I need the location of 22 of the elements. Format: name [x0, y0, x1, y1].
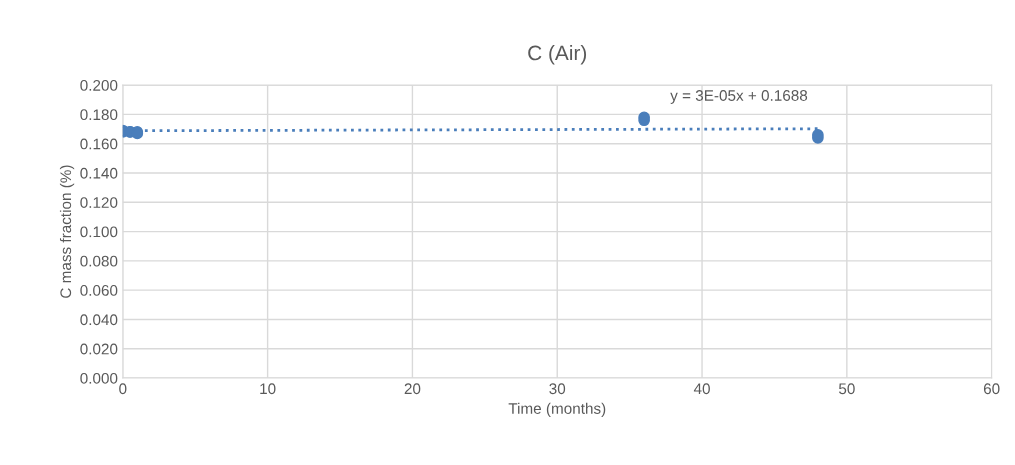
x-tick-label: 0 — [119, 383, 127, 395]
y-tick-label: 0.120 — [80, 197, 118, 208]
y-tick-label: 0.000 — [80, 372, 118, 384]
y-tick-label: 0.080 — [80, 255, 118, 267]
x-tick-label: 10 — [260, 383, 276, 395]
y-tick-label: 0.160 — [80, 138, 118, 150]
x-tick-label: 20 — [404, 383, 421, 395]
y-tick-label: 0.020 — [80, 343, 118, 355]
x-tick-label: 60 — [983, 383, 1000, 395]
x-axis-title: Time (months) — [508, 402, 606, 417]
x-tick-label: 30 — [549, 383, 566, 395]
y-tick-label: 0.200 — [80, 79, 118, 91]
chart-title: C (Air) — [528, 45, 587, 65]
y-axis-title: C mass fraction (%) — [59, 165, 75, 298]
y-tick-label: 0.040 — [80, 314, 118, 326]
y-tick-label: 0.140 — [80, 167, 118, 179]
y-tick-label: 0.180 — [80, 109, 118, 121]
x-tick-label: 40 — [693, 383, 710, 395]
y-tick-label: 0.100 — [80, 226, 118, 238]
y-tick-label: 0.060 — [80, 285, 118, 296]
annotation: y = 3E-05x + 0.1688 — [670, 90, 808, 104]
x-tick-label: 50 — [838, 383, 855, 395]
